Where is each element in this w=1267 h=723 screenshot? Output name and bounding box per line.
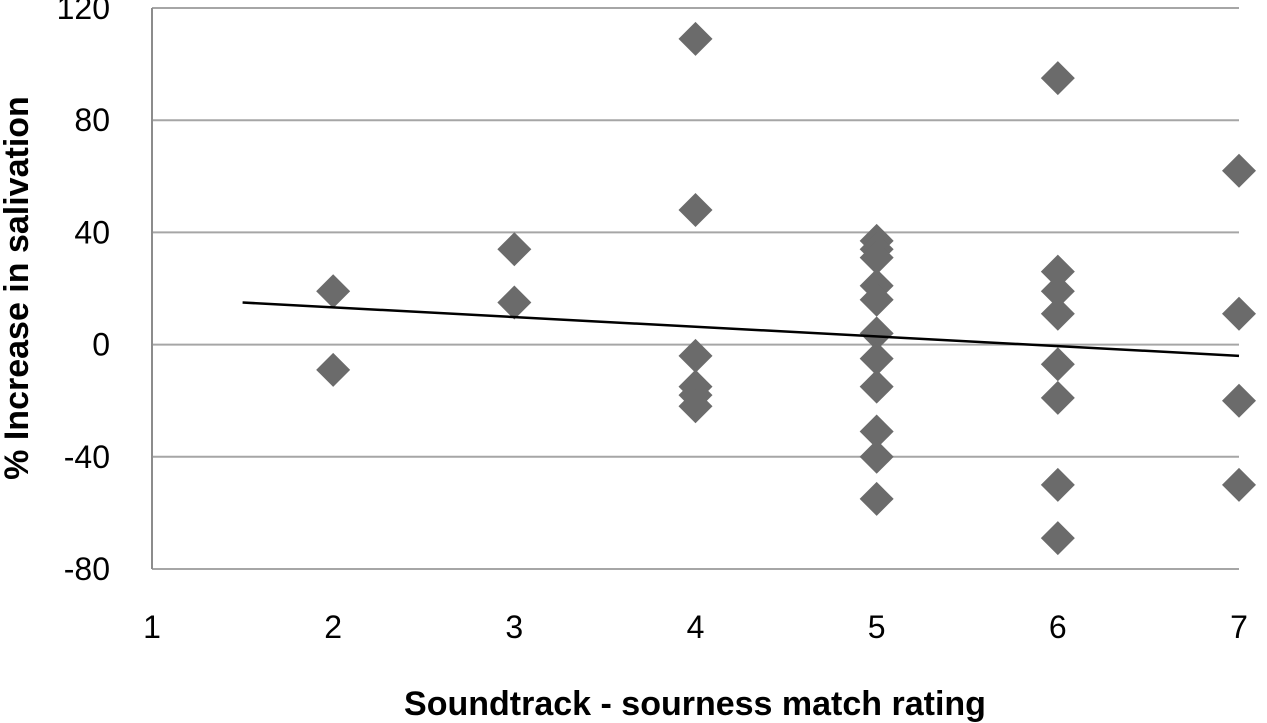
- data-point: [316, 274, 351, 309]
- data-point: [859, 369, 894, 404]
- data-point: [316, 352, 351, 387]
- y-tick-label: 120: [57, 0, 110, 26]
- data-point: [497, 285, 532, 320]
- data-point: [1040, 521, 1075, 556]
- data-point: [1222, 153, 1256, 188]
- data-point: [859, 240, 894, 275]
- data-point: [859, 414, 894, 449]
- data-point: [497, 232, 532, 267]
- data-point: [678, 338, 713, 373]
- data-point: [1222, 467, 1256, 502]
- gridlines: [152, 7, 1239, 570]
- y-tick-label: 80: [74, 102, 110, 138]
- data-point: [678, 21, 713, 56]
- data-point: [1040, 467, 1075, 502]
- data-point: [1222, 296, 1256, 331]
- data-point: [859, 316, 894, 351]
- y-tick-label: -80: [64, 551, 110, 587]
- trendline: [242, 301, 1240, 358]
- data-point: [859, 282, 894, 317]
- y-tick-labels: 120 80 40 0 -40 -80: [57, 0, 110, 587]
- data-point: [859, 341, 894, 376]
- x-tick-label: 7: [1230, 609, 1248, 645]
- data-point: [859, 481, 894, 516]
- y-axis-title: % Increase in salivation: [0, 96, 36, 480]
- x-axis-title: Soundtrack - sourness match rating: [404, 685, 986, 723]
- x-tick-label: 1: [143, 609, 161, 645]
- x-tick-label: 6: [1049, 609, 1067, 645]
- data-point: [1040, 380, 1075, 415]
- y-tick-label: 0: [92, 327, 110, 363]
- data-point: [1040, 296, 1075, 331]
- data-point: [1040, 274, 1075, 309]
- x-tick-labels: 1 2 3 4 5 6 7: [143, 609, 1248, 645]
- y-tick-label: 40: [74, 214, 110, 250]
- data-point: [1222, 383, 1256, 418]
- y-tick-label: -40: [64, 439, 110, 475]
- x-tick-label: 2: [324, 609, 342, 645]
- data-point: [1040, 61, 1075, 96]
- x-tick-label: 4: [687, 609, 705, 645]
- x-tick-label: 3: [505, 609, 523, 645]
- x-tick-label: 5: [868, 609, 886, 645]
- data-point: [678, 389, 713, 424]
- data-points: [316, 21, 1256, 556]
- data-point: [859, 439, 894, 474]
- data-point: [1040, 254, 1075, 289]
- data-point: [1040, 347, 1075, 382]
- data-point: [678, 192, 713, 227]
